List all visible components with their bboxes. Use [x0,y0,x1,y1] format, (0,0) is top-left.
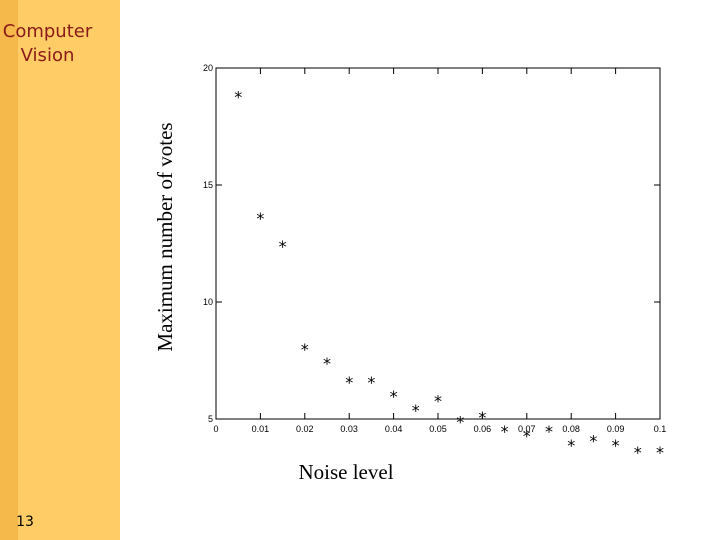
data-point: * [323,354,331,373]
x-axis-title: Noise level [298,460,393,484]
data-point: * [434,392,442,411]
data-point: * [412,401,420,420]
data-point: * [656,443,664,462]
data-point: * [256,209,264,228]
data-point: * [523,427,531,446]
data-point: * [612,436,620,455]
data-point: * [567,436,575,455]
axis-tick-labels: 0 0.01 0.02 0.03 0.04 0.05 0.06 0.07 0.08 0.09 0.1… [203,63,666,434]
x-tick-label: 0.05 [429,424,447,434]
data-point: * [279,237,287,256]
x-tick-label: 0.07 [518,424,536,434]
x-tick-label: 0.09 [607,424,625,434]
data-point: * [501,422,509,441]
data-point: * [390,387,398,406]
y-tick-label: 15 [203,180,213,190]
course-title: Computer Vision [2,21,93,66]
x-tick-label: 0.02 [296,424,314,434]
x-tick-label: 0.04 [385,424,403,434]
data-points: * * * * * * * * * * * * * * * * * * * * [234,87,664,462]
data-point: * [367,373,375,392]
axis-ticks [215,67,661,420]
data-point: * [478,408,486,427]
data-point: * [345,373,353,392]
data-point: * [634,443,642,462]
x-tick-label: 0.08 [562,424,580,434]
data-point: * [589,431,597,450]
data-point: * [456,413,464,432]
sidebar: Computer Vision 13 [0,0,120,540]
y-tick-label: 10 [203,297,213,307]
x-tick-label: 0 [213,424,218,434]
slide-number: 13 [16,514,34,530]
y-tick-label: 20 [203,63,213,73]
y-tick-label: 5 [208,414,213,424]
x-tick-label: 0.01 [252,424,270,434]
y-axis-title: Maximum number of votes [153,122,177,351]
x-tick-label: 0.1 [654,424,667,434]
x-tick-label: 0.06 [474,424,492,434]
data-point: * [234,87,242,106]
data-point: * [545,422,553,441]
data-point: * [301,340,309,359]
x-tick-label: 0.03 [340,424,358,434]
